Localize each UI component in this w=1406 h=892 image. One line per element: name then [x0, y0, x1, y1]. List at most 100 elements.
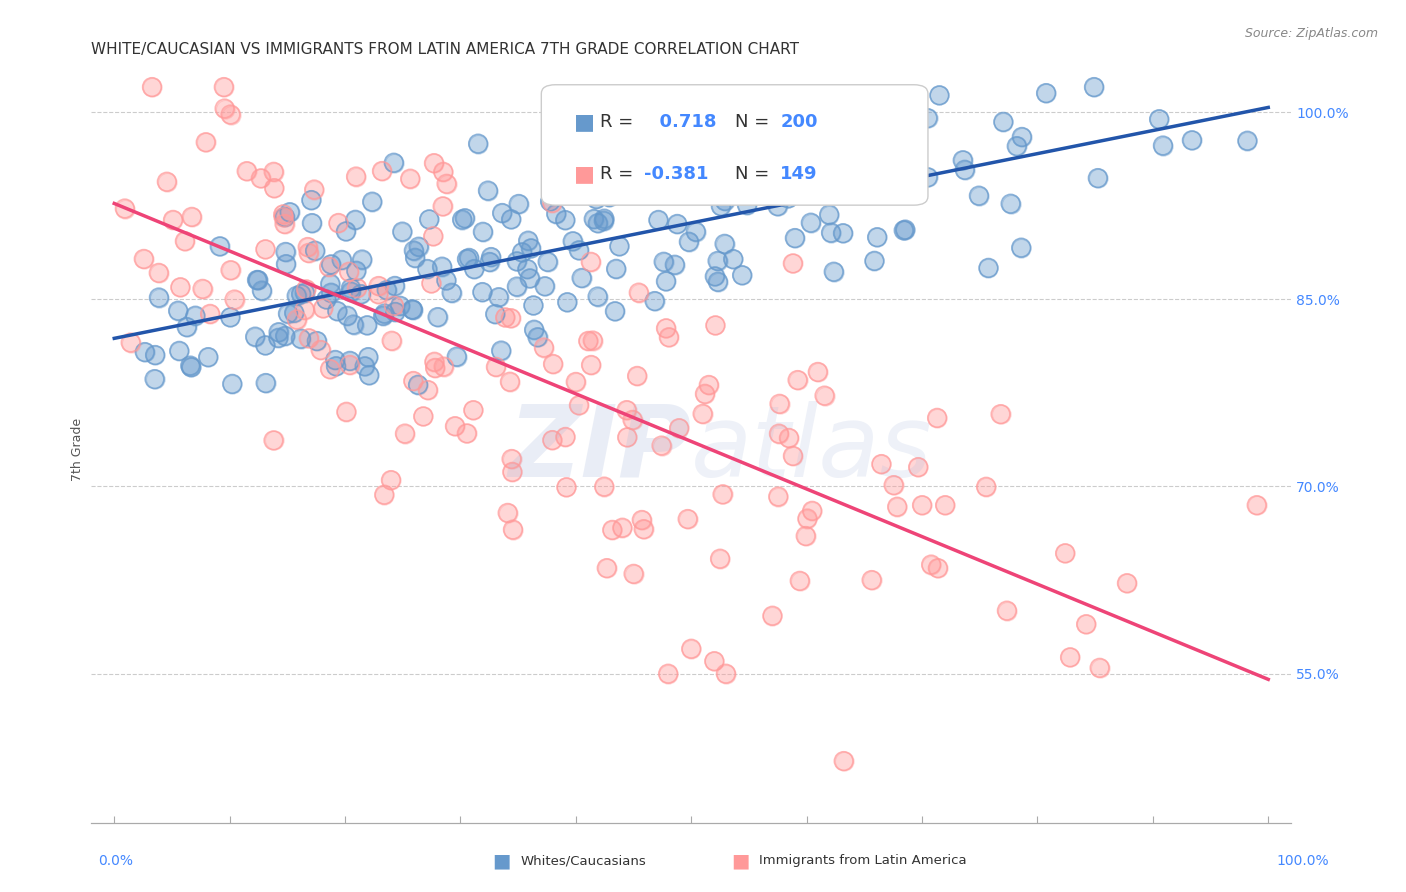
Point — [710, 199, 733, 213]
Point — [633, 522, 655, 536]
Point — [488, 290, 510, 304]
Point — [907, 460, 929, 475]
Point — [516, 262, 538, 277]
Point — [285, 289, 308, 303]
Point — [274, 329, 297, 343]
Point — [141, 80, 163, 95]
Point — [598, 190, 620, 204]
Point — [302, 182, 325, 196]
Point — [768, 426, 790, 441]
Point — [692, 407, 714, 421]
Point — [294, 285, 316, 300]
Text: 200: 200 — [780, 113, 818, 131]
Point — [630, 513, 652, 527]
Point — [582, 212, 605, 227]
Point — [811, 170, 834, 185]
Point — [842, 183, 865, 197]
Point — [295, 283, 318, 297]
Point — [789, 574, 811, 588]
Point — [434, 273, 457, 287]
Point — [312, 301, 335, 316]
Point — [501, 452, 523, 467]
Point — [134, 345, 156, 359]
Point — [761, 608, 783, 623]
Point — [402, 244, 425, 258]
Point — [198, 307, 221, 321]
Point — [381, 334, 404, 348]
Point — [451, 212, 474, 227]
Point — [502, 523, 524, 537]
Point — [612, 521, 634, 535]
Point — [367, 287, 389, 301]
Point — [297, 246, 319, 260]
Point — [685, 225, 707, 239]
Point — [598, 190, 620, 204]
Point — [761, 608, 783, 623]
Point — [408, 240, 430, 254]
Point — [568, 244, 591, 258]
Point — [359, 368, 381, 383]
Point — [254, 338, 277, 352]
Point — [198, 307, 221, 321]
Point — [353, 359, 375, 374]
Point — [479, 250, 502, 264]
Point — [180, 210, 202, 224]
Point — [416, 383, 439, 397]
Point — [778, 191, 800, 205]
Point — [375, 283, 398, 297]
Point — [305, 334, 328, 348]
Point — [666, 95, 689, 109]
Point — [776, 116, 799, 130]
Point — [501, 465, 523, 479]
Point — [1010, 241, 1032, 255]
Point — [309, 343, 332, 357]
Point — [249, 171, 271, 186]
Point — [184, 309, 207, 323]
Point — [541, 195, 564, 210]
Point — [143, 348, 166, 362]
Point — [582, 334, 605, 348]
Point — [301, 216, 323, 230]
Point — [721, 180, 744, 194]
Point — [274, 244, 297, 259]
Text: N =: N = — [735, 113, 775, 131]
Point — [776, 116, 799, 130]
Point — [290, 287, 312, 301]
Point — [477, 184, 499, 198]
Point — [721, 165, 744, 179]
Point — [440, 285, 463, 300]
Point — [927, 561, 949, 575]
Point — [301, 216, 323, 230]
Point — [304, 244, 326, 258]
Point — [371, 164, 394, 178]
Point — [246, 273, 269, 287]
Point — [273, 217, 295, 231]
Point — [399, 171, 422, 186]
Point — [285, 312, 308, 326]
Point — [489, 343, 512, 358]
Point — [759, 186, 782, 200]
Point — [499, 311, 522, 326]
Point — [596, 561, 619, 575]
Point — [319, 362, 342, 376]
Point — [886, 500, 908, 514]
Point — [342, 318, 364, 332]
Text: 149: 149 — [780, 165, 818, 183]
Point — [243, 329, 266, 343]
Point — [263, 165, 285, 179]
Point — [710, 135, 733, 149]
Point — [977, 260, 1000, 275]
Point — [132, 252, 155, 266]
Point — [273, 211, 295, 225]
Point — [609, 239, 631, 253]
Point — [813, 389, 835, 403]
Point — [426, 310, 449, 325]
Point — [298, 331, 321, 345]
Point — [974, 480, 997, 494]
Point — [219, 310, 242, 325]
Point — [1088, 661, 1111, 675]
Point — [194, 136, 217, 150]
Point — [350, 287, 373, 301]
Point — [568, 398, 591, 412]
Point — [508, 197, 530, 211]
